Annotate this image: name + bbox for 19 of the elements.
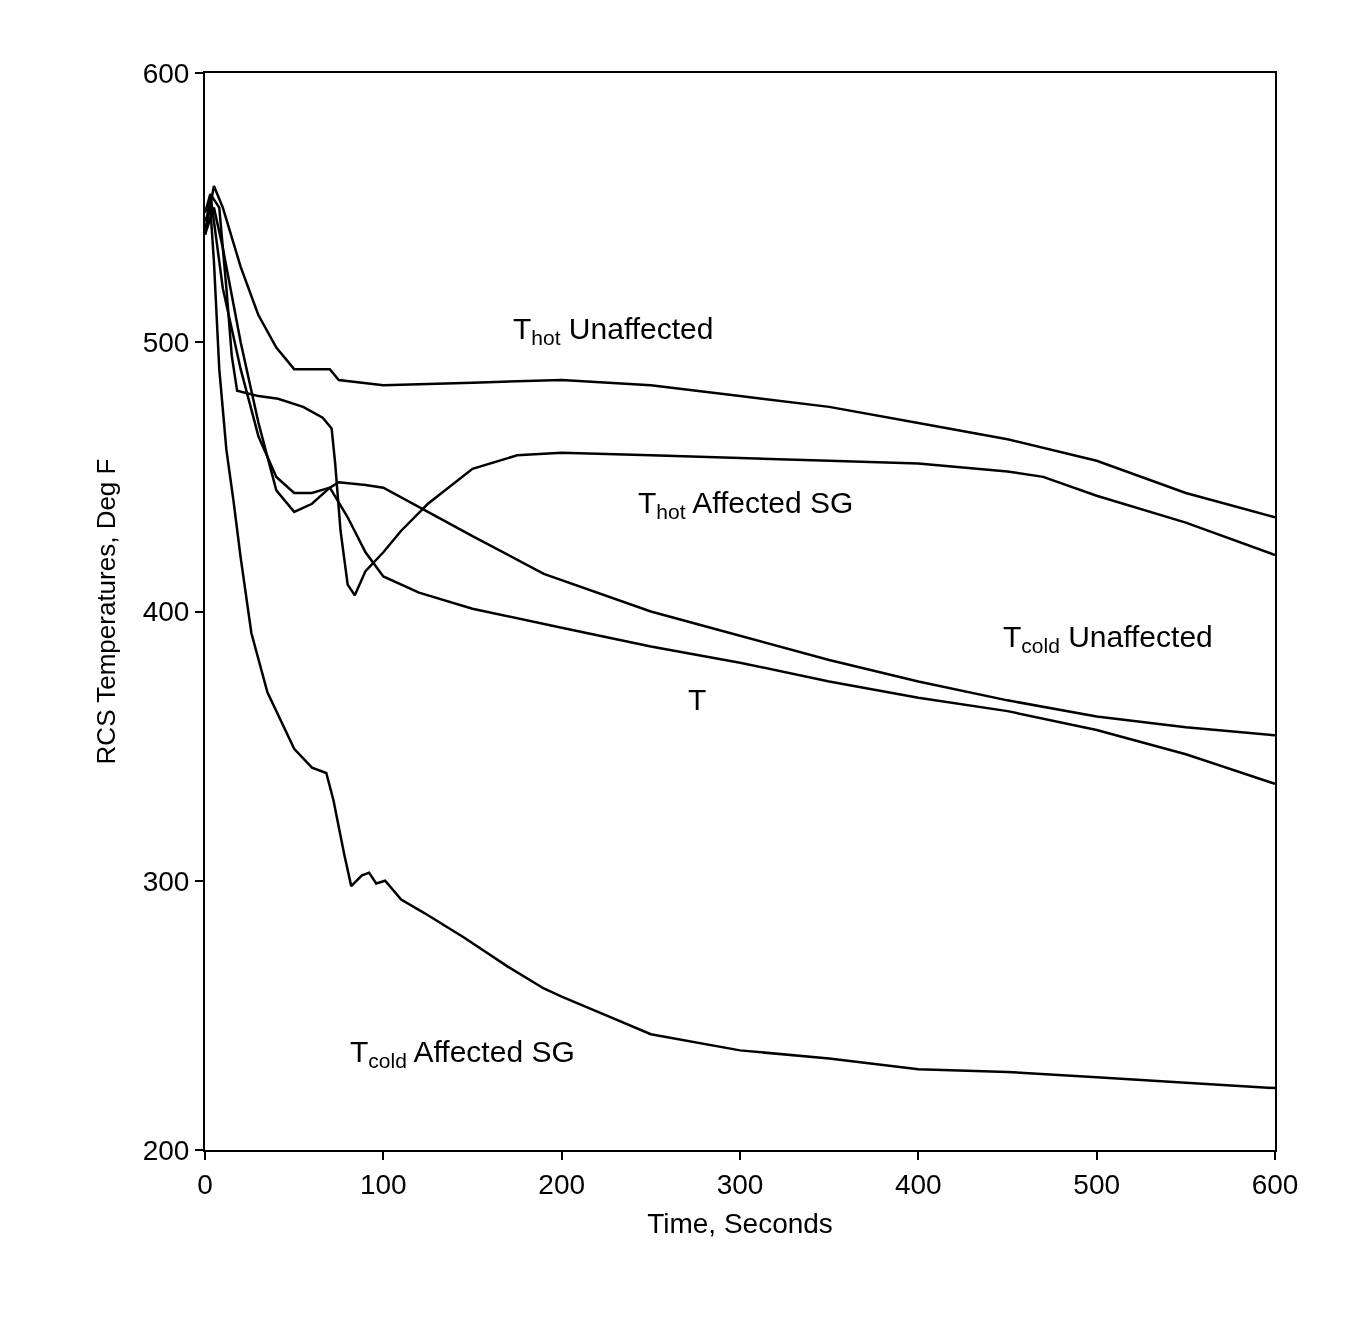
annotation: T$_{cold}$ Affected SG — [350, 1035, 575, 1073]
x-tick-label: 300 — [716, 1168, 764, 1200]
y-tick-label: 200 — [142, 1134, 190, 1166]
annotation: T$_{cold}$ Unaffected — [1003, 620, 1213, 658]
x-axis-title: Time, Seconds — [647, 1208, 833, 1240]
x-tick-label: 100 — [359, 1168, 407, 1200]
y-axis-title: RCS Temperatures, Deg F — [90, 458, 121, 765]
annotation: T — [688, 683, 707, 716]
x-tick-label: 600 — [1251, 1168, 1299, 1200]
y-tick-label: 400 — [142, 596, 190, 628]
annotation: T$_{hot}$ Affected SG — [638, 486, 854, 524]
x-tick-label: 400 — [894, 1168, 942, 1200]
annotation: T$_{hot}$ Unaffected — [513, 312, 714, 350]
x-tick-label: 500 — [1073, 1168, 1121, 1200]
y-tick-label: 600 — [142, 57, 190, 89]
x-tick-label: 0 — [197, 1168, 213, 1200]
y-tick-label: 500 — [142, 327, 190, 359]
y-tick-label: 300 — [142, 865, 190, 897]
x-tick-label: 200 — [538, 1168, 586, 1200]
